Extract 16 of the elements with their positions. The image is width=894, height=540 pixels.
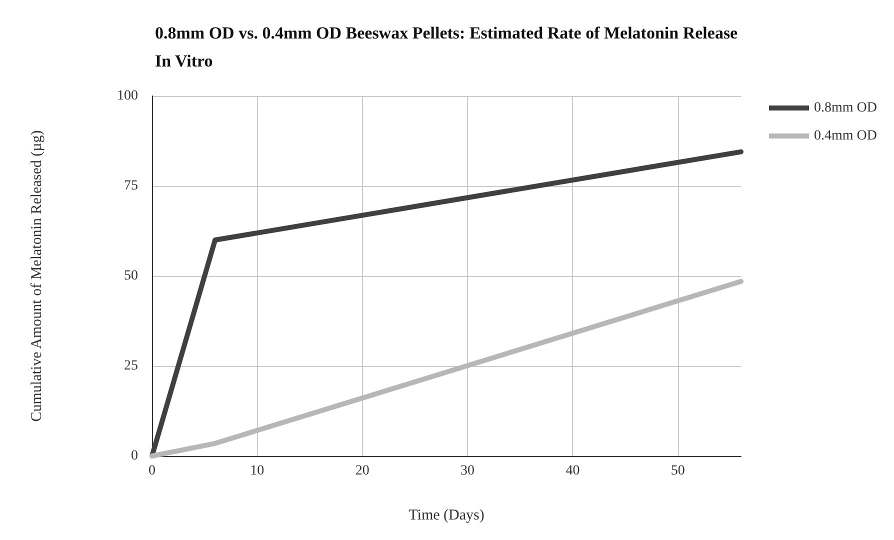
- x-tick-label: 50: [670, 464, 685, 478]
- y-tick-label: 75: [124, 178, 138, 194]
- y-tick-label: 100: [117, 88, 138, 104]
- legend-label: 0.4mm OD: [814, 128, 877, 144]
- chart-title: 0.8mm OD vs. 0.4mm OD Beeswax Pellets: Estimated Rate of Melatonin Release In Vitro: [155, 24, 742, 70]
- x-tick-label: 40: [566, 464, 580, 478]
- y-tick-label: 0: [131, 448, 138, 464]
- x-tick-label: 0: [148, 464, 156, 478]
- y-tick-label: 25: [124, 358, 138, 374]
- x-tick-label: 20: [355, 464, 370, 478]
- y-axis-title: Cumulative Amount of Melatonin Released (µg): [29, 130, 45, 422]
- legend-label: 0.8mm OD: [814, 100, 877, 116]
- x-tick-label: 30: [460, 464, 475, 478]
- x-axis-title: Time (Days): [408, 508, 484, 524]
- x-tick-label: 10: [250, 464, 264, 478]
- y-tick-label: 50: [124, 268, 138, 284]
